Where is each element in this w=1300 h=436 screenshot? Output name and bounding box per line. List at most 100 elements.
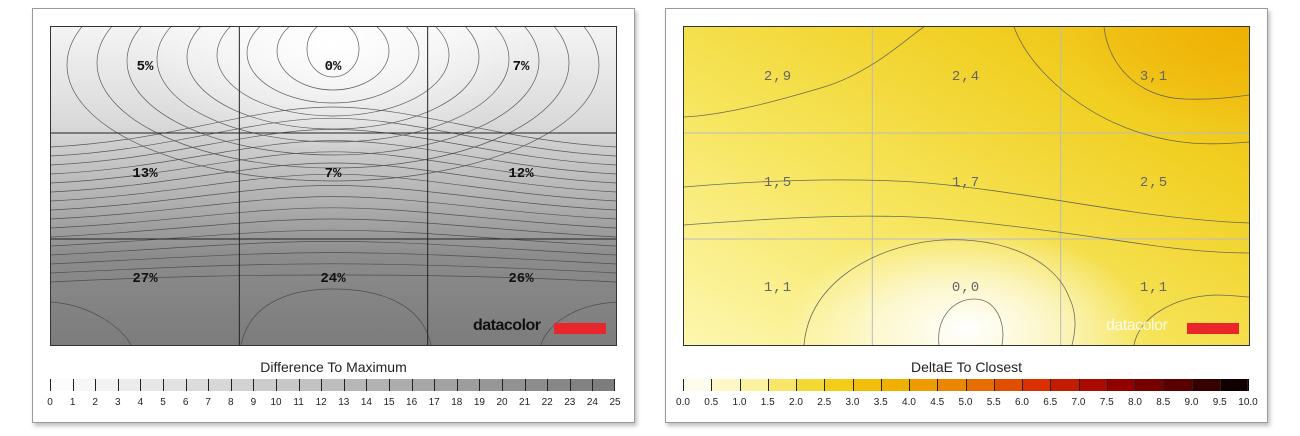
cell-label: 1,5 (763, 175, 793, 191)
scale-color-cell (1106, 379, 1136, 391)
contour-line (306, 27, 360, 78)
scale-tick-mark (909, 379, 910, 391)
scale-color-cell (389, 379, 413, 391)
contour-line (51, 196, 616, 220)
color-scale (683, 379, 1249, 391)
cell-label: 0,0 (951, 280, 981, 296)
scale-tick-mark (140, 379, 142, 391)
contour-line (51, 207, 616, 229)
scale-color-cell (569, 379, 593, 391)
scale-tick-label: 7.0 (1071, 397, 1086, 408)
scale-tick-label: 5.0 (958, 397, 973, 408)
scale-tick-mark (366, 379, 368, 391)
contour-line (540, 301, 616, 345)
scale-tick-mark (343, 379, 345, 391)
contour-line (51, 151, 616, 184)
contour-line (51, 241, 616, 256)
scale-tick-label: 17 (428, 397, 440, 408)
scale-tick-label: 3.5 (873, 397, 888, 408)
scale-tick-label: 24 (586, 397, 598, 408)
scale-tick-label: 3 (115, 397, 121, 408)
datacolor-logo-bar (554, 323, 606, 334)
scale-tick-label: 4 (137, 397, 144, 408)
contour-line (216, 27, 450, 117)
scale-color-cell (937, 379, 966, 391)
scale-tick-mark (569, 379, 571, 391)
scale-color-cell (683, 379, 712, 391)
scale-tick-label: 9 (250, 397, 257, 408)
contour-line (51, 229, 616, 247)
scale-color-cell (796, 379, 825, 391)
scale-tick-label: 8.0 (1128, 397, 1142, 408)
cell-label: 5% (136, 59, 154, 75)
scale-tick-mark (1219, 379, 1221, 391)
scale-tick-label: 10.0 (1238, 397, 1258, 408)
scale-tick-mark (1050, 379, 1052, 391)
scale-tick-label: 11 (293, 397, 304, 408)
scale-tick-mark (965, 379, 967, 391)
scale-tick-label: 1 (69, 397, 76, 408)
contour-line (51, 263, 616, 274)
scale-color-cell (711, 379, 740, 391)
deltae-heatmap: 2,9 2,4 3,1 1,5 1,7 2,5 1,1 0,0 1,1 data… (683, 26, 1250, 346)
scale-tick-label: 18 (451, 397, 463, 408)
scale-tick-label: 21 (519, 397, 531, 408)
contour-line (51, 301, 132, 345)
scale-tick-label: 8 (228, 397, 234, 408)
scale-tick-label: 19 (473, 397, 485, 408)
scale-color-cell (880, 379, 910, 391)
scale-color-cell (230, 379, 254, 391)
cell-label: 27% (132, 271, 158, 287)
cell-label: 12% (508, 166, 534, 182)
cell-label: 13% (132, 166, 158, 182)
scale-tick-label: 22 (541, 397, 553, 408)
scale-color-cell (767, 379, 797, 391)
scale-color-cell (163, 379, 187, 391)
scale-tick-mark (276, 379, 277, 391)
scale-tick-mark (1191, 379, 1193, 391)
scale-color-cell (1163, 379, 1192, 391)
scale-tick-mark (72, 379, 74, 391)
contour-line (186, 27, 480, 130)
contour-line (51, 173, 616, 202)
scale-tick-label: 0 (47, 397, 53, 408)
scale-color-cell (366, 379, 390, 391)
scale-tick-label: 23 (564, 397, 576, 408)
scale-tick-mark (683, 379, 684, 391)
scale-tick-label: 8.5 (1156, 397, 1171, 408)
scale-color-cell (502, 379, 526, 391)
scale-color-cell (456, 379, 480, 391)
contour-line (240, 288, 432, 345)
scale-tick-mark (1078, 379, 1080, 391)
scale-tick-mark (711, 379, 713, 391)
deltae-chart-panel: 2,9 2,4 3,1 1,5 1,7 2,5 1,1 0,0 1,1 data… (665, 8, 1268, 423)
scale-tick-mark (767, 379, 769, 391)
contour-line (51, 140, 616, 175)
scale-tick-label: 16 (406, 397, 418, 408)
scale-color-cell (739, 379, 769, 391)
scale-tick-mark (880, 379, 882, 391)
scale-tick-mark (321, 379, 323, 391)
scale-tick-mark (1163, 379, 1165, 391)
scale-color-cell (965, 379, 995, 391)
scale-color-cell (1135, 379, 1164, 391)
scale-color-cell (411, 379, 435, 391)
scale-tick-label: 1.0 (732, 397, 747, 408)
scale-color-cell (824, 379, 853, 391)
chart-title: DeltaE To Closest (910, 359, 1022, 375)
datacolor-logo-bar (1187, 323, 1239, 334)
contour-line (51, 106, 616, 148)
scale-color-cell (852, 379, 882, 391)
cell-label: 2,9 (763, 69, 793, 85)
scale-tick-label: 0.5 (704, 397, 719, 408)
scale-tick-label: 14 (360, 397, 372, 408)
scale-color-cell (185, 379, 209, 391)
scale-tick-mark (592, 379, 594, 391)
scale-color-cell (1191, 379, 1221, 391)
scale-color-cell (1050, 379, 1079, 391)
contour-line (156, 27, 510, 143)
scale-tick-mark (208, 379, 210, 391)
scale-color-cell (208, 379, 232, 391)
scale-color-cell (321, 379, 345, 391)
contour-line (51, 129, 616, 166)
